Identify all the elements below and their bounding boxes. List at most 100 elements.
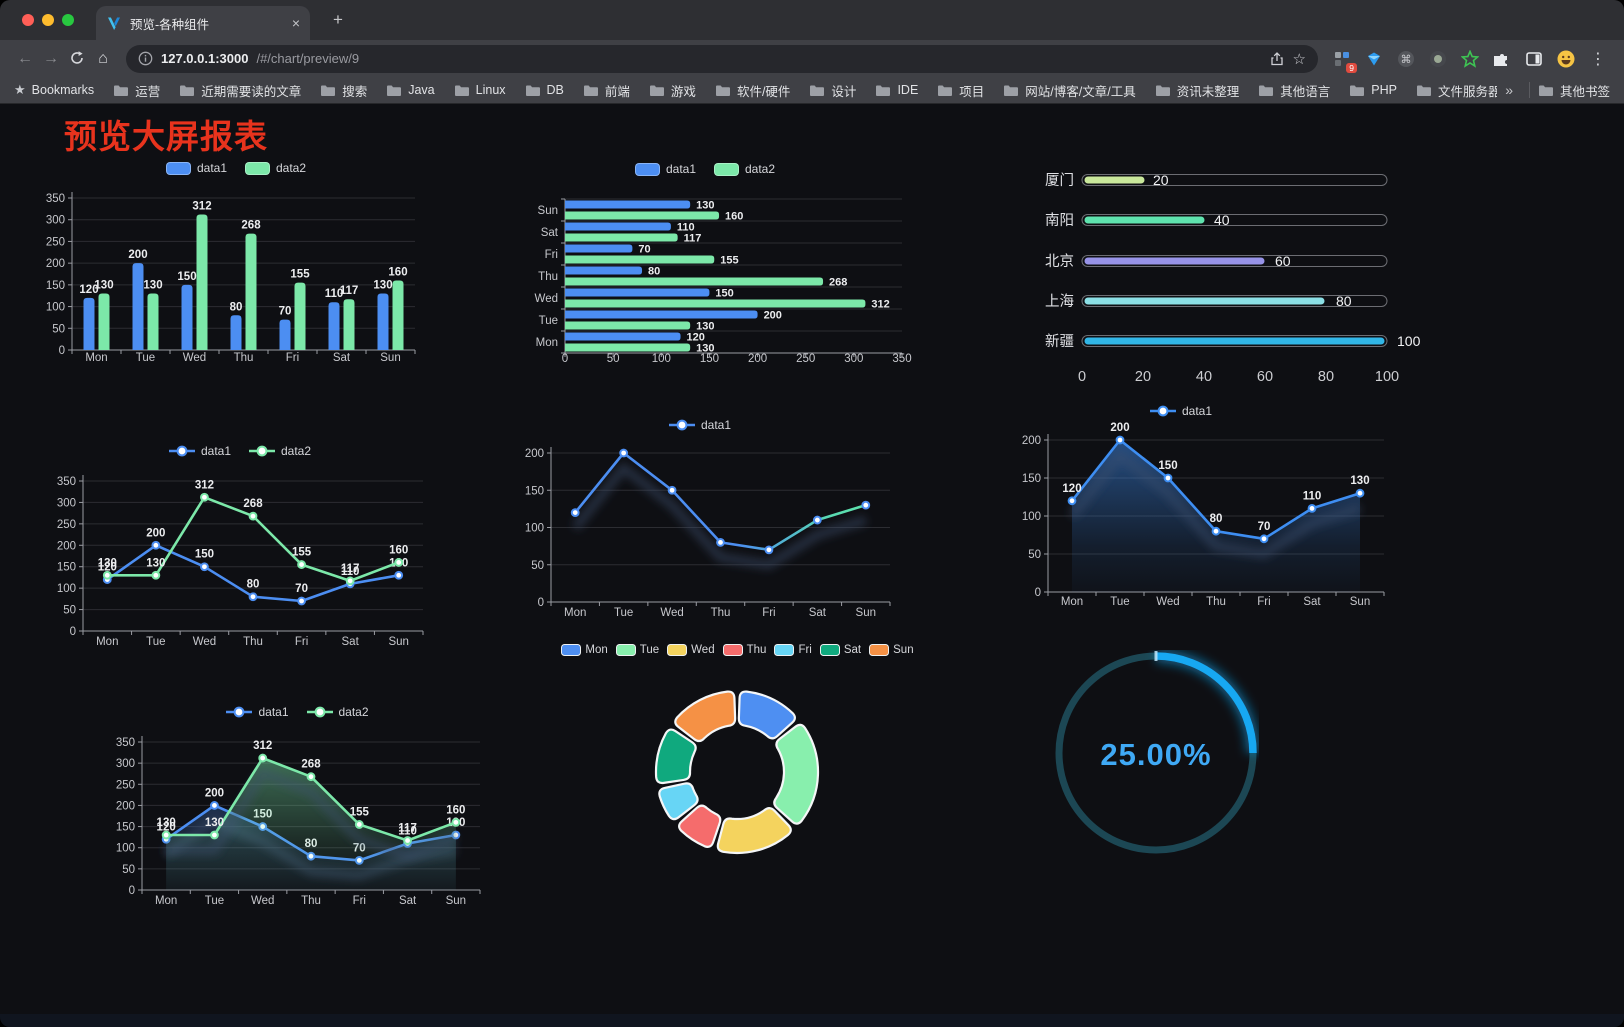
legend-item-data1[interactable]: data1 (168, 444, 231, 458)
profile-avatar[interactable] (1556, 49, 1576, 69)
folder-icon (114, 85, 129, 96)
legend-item-Mon[interactable]: Mon (561, 644, 608, 656)
folder-icon (1259, 85, 1274, 96)
svg-text:350: 350 (57, 476, 76, 488)
bookmark-item-12[interactable]: 项目 (937, 81, 984, 100)
window-zoom-button[interactable] (62, 14, 74, 26)
svg-text:268: 268 (829, 277, 847, 289)
record-extension[interactable] (1428, 49, 1448, 69)
window-close-button[interactable] (22, 14, 34, 26)
extensions-row: 9 ⌘ ⋮ (1328, 49, 1612, 73)
legend-item-data1[interactable]: data1 (226, 705, 289, 719)
side-panel[interactable] (1524, 49, 1544, 69)
legend-item-data1[interactable]: data1 (668, 418, 731, 432)
legend-item-data2[interactable]: data2 (245, 161, 306, 175)
legend-item-data1[interactable]: data1 (634, 162, 696, 176)
tab-close-icon[interactable]: × (291, 15, 300, 31)
legend-item-data1[interactable]: data1 (1149, 404, 1212, 418)
svg-text:300: 300 (844, 353, 863, 365)
legend-swatch (165, 161, 191, 175)
svg-text:Tue: Tue (205, 895, 224, 907)
svg-text:Mon: Mon (96, 636, 118, 648)
legend-item-Sun[interactable]: Sun (869, 644, 914, 656)
legend-label: Fri (798, 644, 812, 656)
bookmark-item-11[interactable]: IDE (875, 83, 918, 97)
browser-tab[interactable]: 预览-各种组件 × (96, 6, 310, 40)
bookmark-item-15[interactable]: 其他语言 (1258, 81, 1330, 100)
other-bookmarks[interactable]: 其他书签 (1538, 81, 1610, 100)
command-extension[interactable]: ⌘ (1396, 49, 1416, 69)
bookmark-item-6[interactable]: DB (525, 83, 564, 97)
legend-item-data1[interactable]: data1 (165, 161, 227, 175)
svg-text:300: 300 (57, 497, 76, 509)
puzzle-extensions-menu[interactable] (1492, 49, 1512, 69)
svg-text:Sat: Sat (342, 636, 360, 648)
legend-item-Thu[interactable]: Thu (722, 644, 767, 656)
folder-icon (938, 85, 953, 96)
bookmark-item-4[interactable]: Java (386, 83, 435, 97)
svg-text:Tue: Tue (1110, 596, 1129, 608)
svg-text:155: 155 (350, 806, 370, 818)
svg-text:Fri: Fri (295, 636, 308, 648)
svg-text:⌘: ⌘ (1401, 54, 1412, 66)
bookmark-item-16[interactable]: PHP (1349, 83, 1397, 97)
legend-item-data2[interactable]: data2 (714, 162, 775, 176)
bookmark-item-8[interactable]: 游戏 (649, 81, 696, 100)
bookmark-item-0[interactable]: ★ Bookmarks (14, 82, 94, 98)
reload-icon[interactable] (64, 50, 90, 68)
bookmark-item-3[interactable]: 搜索 (320, 81, 367, 100)
share-icon[interactable] (1269, 51, 1285, 67)
bookmark-item-17[interactable]: 文件服务器 (1416, 81, 1497, 100)
blocks-extension[interactable]: 9 (1332, 49, 1357, 73)
bookmark-item-9[interactable]: 软件/硬件 (715, 81, 790, 100)
forward-icon[interactable]: → (43, 49, 59, 67)
bookmark-label: Java (408, 83, 435, 97)
legend-item-Tue[interactable]: Tue (615, 644, 659, 656)
bookmark-item-14[interactable]: 资讯未整理 (1155, 81, 1239, 100)
legend-item-Wed[interactable]: Wed (667, 644, 715, 656)
bookmarks-overflow-chevron[interactable]: » (1505, 82, 1513, 98)
bookmark-item-2[interactable]: 近期需要读的文章 (179, 81, 301, 100)
svg-text:100: 100 (652, 353, 671, 365)
gem-extension[interactable] (1364, 49, 1384, 69)
svg-text:Fri: Fri (286, 352, 299, 364)
bookmark-item-7[interactable]: 前端 (583, 81, 630, 100)
window-minimize-button[interactable] (42, 14, 54, 26)
svg-text:200: 200 (748, 353, 767, 365)
svg-text:150: 150 (1158, 460, 1177, 472)
legend-label: Wed (691, 644, 715, 656)
svg-text:60: 60 (1275, 253, 1291, 269)
legend-item-data2[interactable]: data2 (249, 444, 311, 458)
legend-label: data1 (200, 444, 231, 458)
bookmark-label: 网站/博客/文章/工具 (1025, 84, 1136, 99)
bookmark-item-10[interactable]: 设计 (809, 81, 856, 100)
donut-segment-Fri (658, 782, 699, 821)
donut-segment-Wed (716, 807, 792, 855)
new-tab-button[interactable]: + (333, 10, 343, 29)
bookmark-item-1[interactable]: 运营 (113, 81, 160, 100)
menu-dots[interactable]: ⋮ (1590, 50, 1606, 68)
address-bar[interactable]: 127.0.0.1:3000 /#/chart/preview/9 ☆ (126, 44, 1318, 73)
svg-text:50: 50 (63, 605, 76, 617)
bookmark-star-icon[interactable]: ☆ (1292, 50, 1306, 68)
bookmark-label: 运营 (135, 84, 161, 99)
svg-text:150: 150 (1022, 473, 1041, 485)
svg-text:0: 0 (70, 626, 76, 638)
info-icon[interactable] (138, 51, 153, 66)
legend-item-Sat[interactable]: Sat (819, 644, 861, 656)
back-icon[interactable]: ← (17, 49, 33, 67)
legend-label: Thu (746, 644, 767, 656)
svg-text:厦门: 厦门 (1045, 172, 1074, 189)
star-extension[interactable] (1460, 49, 1480, 69)
svg-text:Thu: Thu (301, 895, 321, 907)
svg-text:117: 117 (341, 563, 360, 575)
legend-item-data2[interactable]: data2 (306, 705, 369, 719)
bookmark-item-13[interactable]: 网站/博客/文章/工具 (1003, 81, 1136, 100)
svg-text:200: 200 (1110, 422, 1129, 434)
bookmark-label: 其他语言 (1280, 84, 1331, 99)
bookmark-label: 软件/硬件 (736, 84, 791, 99)
legend-item-Fri[interactable]: Fri (774, 644, 812, 656)
folder-icon (876, 85, 891, 96)
home-icon[interactable]: ⌂ (98, 49, 108, 67)
bookmark-item-5[interactable]: Linux (454, 83, 506, 97)
